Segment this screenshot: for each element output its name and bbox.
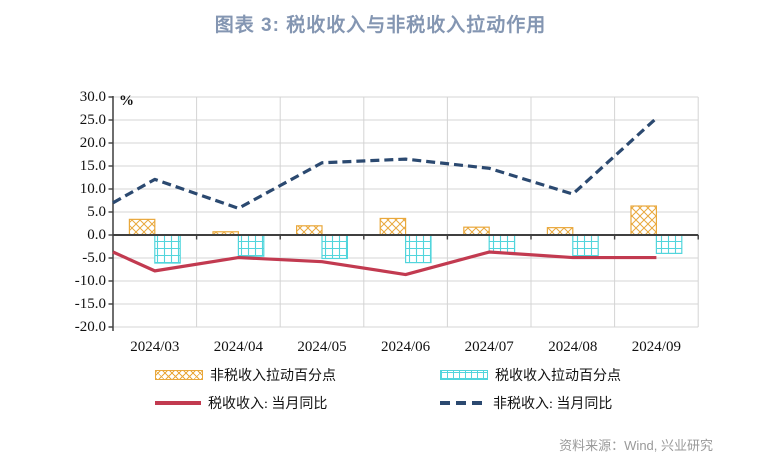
bar-tax-pull[interactable] <box>488 234 516 254</box>
legend-item-tax-yoy[interactable]: 税收收入: 当月同比 <box>155 393 327 413</box>
bar-tax-pull[interactable] <box>237 234 265 257</box>
x-tick-label: 2024/07 <box>464 339 514 355</box>
legend-item-nontax-yoy[interactable]: 非税收入: 当月同比 <box>440 393 612 413</box>
legend-item-tax-pull[interactable]: 税收收入拉动百分点 <box>440 365 621 385</box>
bar-tax-pull[interactable] <box>655 234 683 254</box>
bar-nontax-pull[interactable] <box>379 217 407 236</box>
legend-label-nontax-pull: 非税收入拉动百分点 <box>210 369 336 384</box>
y-tick-label: 15.0 <box>79 158 106 174</box>
legend-label-tax-pull: 税收收入拉动百分点 <box>495 369 621 384</box>
line-series <box>112 116 658 277</box>
x-tick-label: 2024/05 <box>297 339 347 355</box>
x-tick-label: 2024/08 <box>548 339 598 355</box>
y-tick-label: -10.0 <box>74 273 106 289</box>
chart-title: 图表 3: 税收收入与非税收入拉动作用 <box>214 15 547 36</box>
line-tax-yoy <box>112 250 657 277</box>
y-axis-unit-label: % <box>119 93 134 109</box>
bar-series <box>128 205 683 264</box>
bar-nontax-pull[interactable] <box>296 225 323 236</box>
bar-nontax-pull[interactable] <box>546 227 574 236</box>
legend-swatch-nontax-yoy <box>440 401 486 405</box>
legend-label-nontax-yoy: 非税收入: 当月同比 <box>493 397 613 412</box>
bar-nontax-pull[interactable] <box>463 226 490 236</box>
x-tick-label: 2024/04 <box>213 339 263 355</box>
legend-swatch-nontax-pull <box>155 370 203 380</box>
bar-tax-pull[interactable] <box>321 234 348 260</box>
y-tick-label: -5.0 <box>82 250 106 266</box>
legend-swatch-tax-pull <box>440 370 488 380</box>
y-tick-label: 25.0 <box>79 112 106 128</box>
bar-tax-pull[interactable] <box>405 234 432 264</box>
y-tick-label: 5.0 <box>87 204 106 220</box>
x-tick-label: 2024/06 <box>381 339 431 355</box>
axes <box>108 96 699 331</box>
source-note: 资料来源：Wind, 兴业研究 <box>559 438 713 453</box>
y-tick-label: -15.0 <box>74 296 106 312</box>
x-tick-label: 2024/09 <box>631 339 681 355</box>
legend-item-nontax-pull[interactable]: 非税收入拉动百分点 <box>155 365 336 385</box>
y-tick-label: 20.0 <box>79 135 106 151</box>
gridlines <box>113 96 699 328</box>
legend-label-tax-yoy: 税收收入: 当月同比 <box>208 397 328 412</box>
bar-nontax-pull[interactable] <box>128 218 156 236</box>
y-tick-label: 10.0 <box>79 181 106 197</box>
legend-swatch-tax-yoy <box>155 401 201 405</box>
y-tick-label: 30.0 <box>79 89 106 105</box>
x-tick-label: 2024/03 <box>130 339 180 355</box>
bar-tax-pull[interactable] <box>572 234 599 258</box>
line-nontax-yoy <box>112 116 658 210</box>
bar-tax-pull[interactable] <box>154 234 181 264</box>
y-tick-label: -20.0 <box>74 319 106 335</box>
bar-nontax-pull[interactable] <box>630 205 657 236</box>
y-tick-label: 0.0 <box>87 227 106 243</box>
